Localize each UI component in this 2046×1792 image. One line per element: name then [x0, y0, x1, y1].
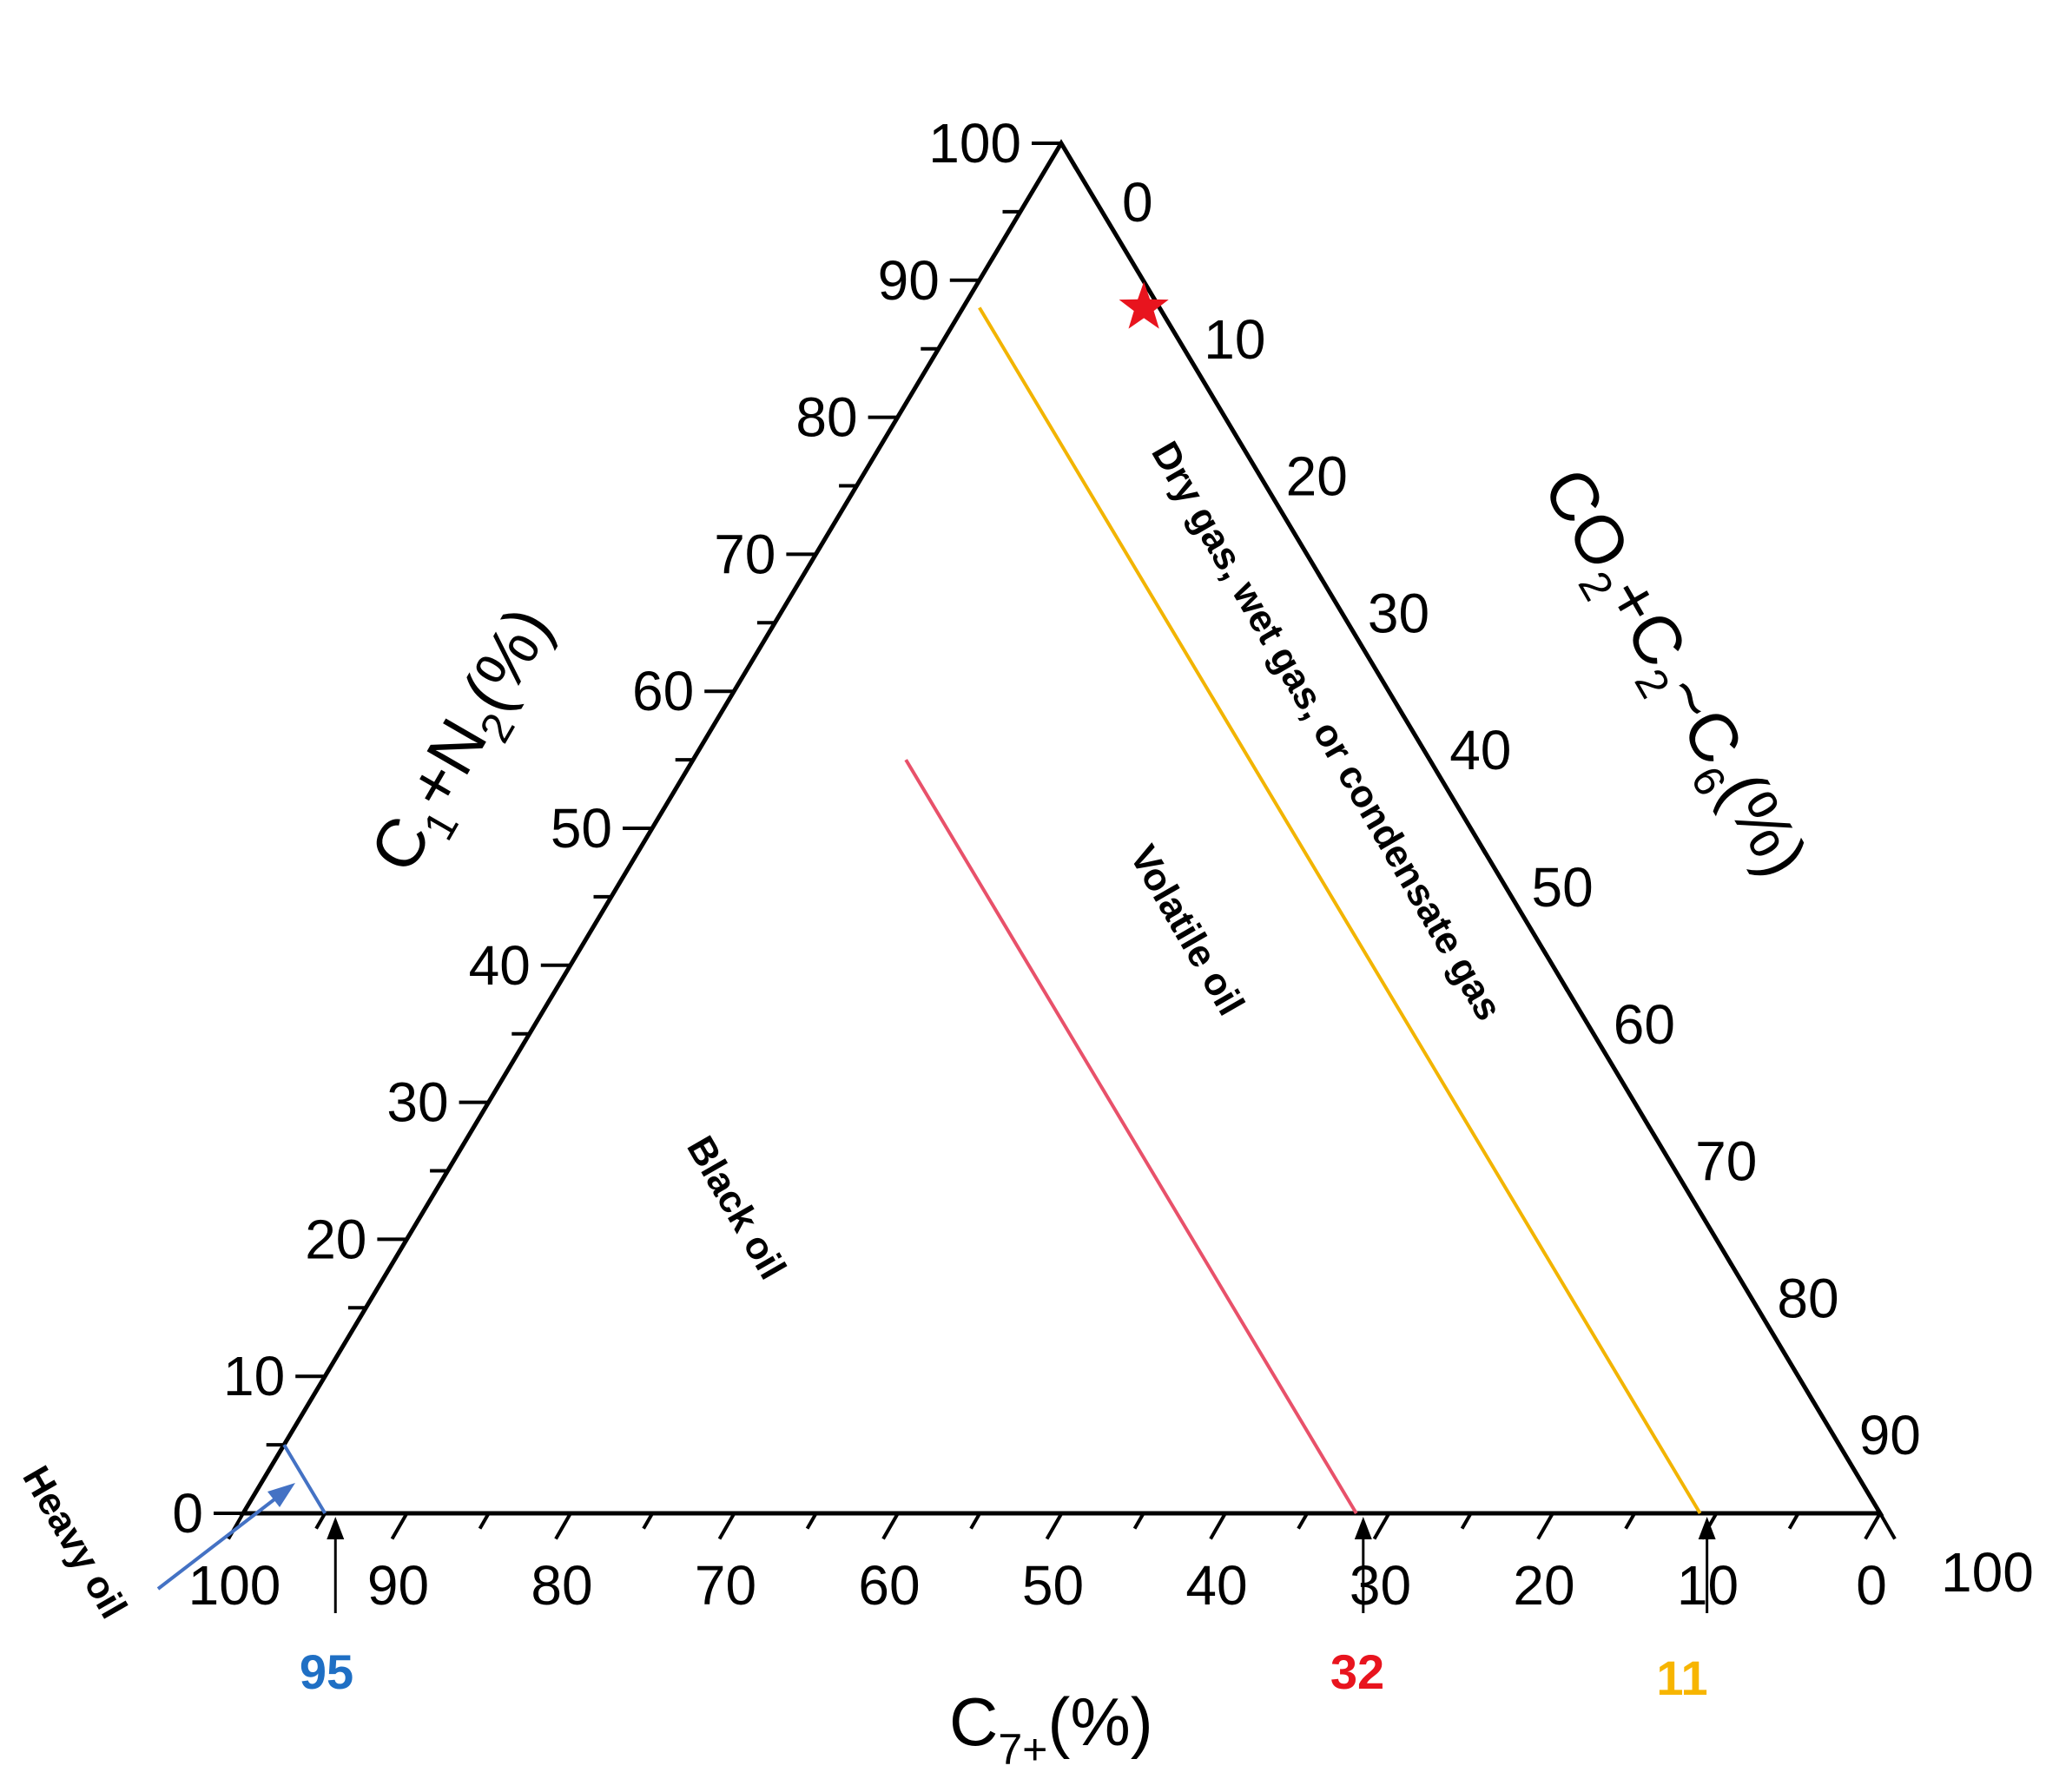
- right-tick-label: 0: [1122, 171, 1153, 234]
- boundary-arrow-head: [1698, 1517, 1716, 1539]
- right-tick-label: 60: [1614, 993, 1675, 1056]
- bottom-tick-label: 50: [1022, 1554, 1084, 1617]
- tick-marks: [214, 142, 1897, 1540]
- bottom-tick-label: 100: [188, 1554, 281, 1617]
- data-points: [1119, 281, 1169, 329]
- right-minor-tick: [1428, 759, 1441, 776]
- left-tick-label: 40: [469, 934, 531, 997]
- triangle-frame: [239, 139, 1884, 1516]
- bottom-tick-label: 80: [531, 1554, 592, 1617]
- right-tick-label: 20: [1286, 445, 1348, 508]
- right-minor-tick: [1838, 1444, 1850, 1461]
- right-tick: [1796, 1375, 1815, 1403]
- right-tick: [1633, 1101, 1651, 1130]
- bottom-minor-tick: [642, 1512, 654, 1530]
- bottom-tick: [1864, 1512, 1882, 1540]
- right-minor-tick: [1673, 1169, 1686, 1188]
- right-tick-label: 80: [1777, 1267, 1838, 1329]
- left-tick-label: 50: [551, 797, 612, 860]
- bottom-tick-label: 0: [1856, 1554, 1887, 1617]
- bottom-tick-label: 40: [1185, 1554, 1247, 1617]
- right-tick-label: 40: [1449, 719, 1511, 781]
- boundary-arrow-head: [1354, 1517, 1372, 1539]
- boundary-arrows: [327, 1517, 1716, 1613]
- marker-value-95: 95: [300, 1644, 353, 1699]
- star-point: [1119, 281, 1169, 329]
- boundary-line: [904, 759, 1358, 1515]
- right-minor-tick: [1346, 622, 1358, 639]
- right-minor-tick: [1755, 1307, 1768, 1324]
- right-tick: [1551, 964, 1569, 992]
- bottom-minor-tick: [314, 1512, 327, 1530]
- right-tick-label: 100: [1941, 1541, 2034, 1604]
- triangle-outline: [239, 139, 1884, 1516]
- bottom-tick-label: 20: [1513, 1554, 1574, 1617]
- right-tick: [1223, 416, 1242, 445]
- right-tick: [1387, 690, 1405, 718]
- bottom-tick: [1372, 1512, 1391, 1540]
- right-tick: [1878, 1512, 1897, 1540]
- bottom-minor-tick: [1624, 1512, 1636, 1530]
- bottom-minor-tick: [1787, 1512, 1800, 1530]
- left-tick-label: 80: [795, 386, 857, 449]
- left-axis-title: C1+N2(%): [355, 594, 578, 890]
- boundary-lines: [282, 306, 1702, 1515]
- tick-labels: 0 10 20 30 40 50 60 70 80 90 100 0 10 20 30 40 50 60 70 80 9…: [172, 112, 2033, 1617]
- bottom-tick: [717, 1512, 736, 1540]
- bottom-minor-tick: [478, 1512, 491, 1530]
- left-tick-label: 60: [632, 660, 694, 722]
- marker-value-11: 11: [1656, 1650, 1707, 1705]
- right-minor-tick: [1509, 895, 1522, 913]
- right-tick: [1468, 827, 1488, 855]
- region-label-volatile-oil: Volatile oil: [1121, 839, 1252, 1023]
- boundary-line: [282, 1444, 327, 1515]
- boundary-line: [978, 306, 1702, 1515]
- left-tick-label: 90: [878, 249, 940, 312]
- bottom-minor-tick: [1132, 1512, 1145, 1530]
- left-tick-label: 100: [928, 112, 1021, 175]
- left-tick-label: 10: [223, 1345, 285, 1407]
- right-minor-tick: [1264, 484, 1277, 503]
- bottom-tick: [1209, 1512, 1227, 1540]
- right-minor-tick: [1592, 1032, 1604, 1051]
- region-label-black-oil: Black oil: [678, 1130, 794, 1287]
- left-tick-label: 30: [386, 1071, 448, 1134]
- bottom-tick-label: 30: [1350, 1554, 1411, 1617]
- left-tick-label: 20: [305, 1208, 366, 1270]
- bottom-axis-title: C7+(%): [949, 1683, 1153, 1774]
- right-tick-label: 90: [1859, 1404, 1921, 1466]
- right-tick-label: 30: [1368, 582, 1429, 644]
- marker-value-32: 32: [1330, 1644, 1384, 1699]
- bottom-tick: [554, 1512, 572, 1540]
- left-tick-label: 0: [172, 1482, 203, 1545]
- bottom-tick: [1536, 1512, 1554, 1540]
- right-tick-label: 50: [1532, 856, 1594, 919]
- right-tick-label: 70: [1695, 1130, 1757, 1193]
- boundary-arrow-head: [327, 1517, 345, 1539]
- bottom-minor-tick: [805, 1512, 818, 1530]
- bottom-minor-tick: [1297, 1512, 1309, 1530]
- right-tick: [1714, 1238, 1733, 1266]
- right-minor-tick: [1182, 347, 1195, 366]
- region-label-heavy-oil: Heavy oil: [14, 1459, 135, 1626]
- bottom-tick: [1045, 1512, 1064, 1540]
- bottom-tick-label: 70: [695, 1554, 756, 1617]
- right-tick: [1305, 553, 1323, 581]
- left-tick-label: 70: [714, 523, 776, 585]
- bottom-minor-tick: [969, 1512, 981, 1530]
- bottom-tick: [881, 1512, 900, 1540]
- right-tick-label: 10: [1204, 308, 1265, 371]
- bottom-tick: [390, 1512, 409, 1540]
- right-tick: [1059, 142, 1078, 170]
- bottom-minor-tick: [1460, 1512, 1473, 1530]
- bottom-tick-label: 90: [367, 1554, 429, 1617]
- right-minor-tick: [1100, 210, 1113, 228]
- heavy-oil-arrow: [156, 1483, 295, 1591]
- right-axis-title: CO2+C2~C6(%): [1518, 456, 1823, 895]
- bottom-tick-label: 60: [858, 1554, 920, 1617]
